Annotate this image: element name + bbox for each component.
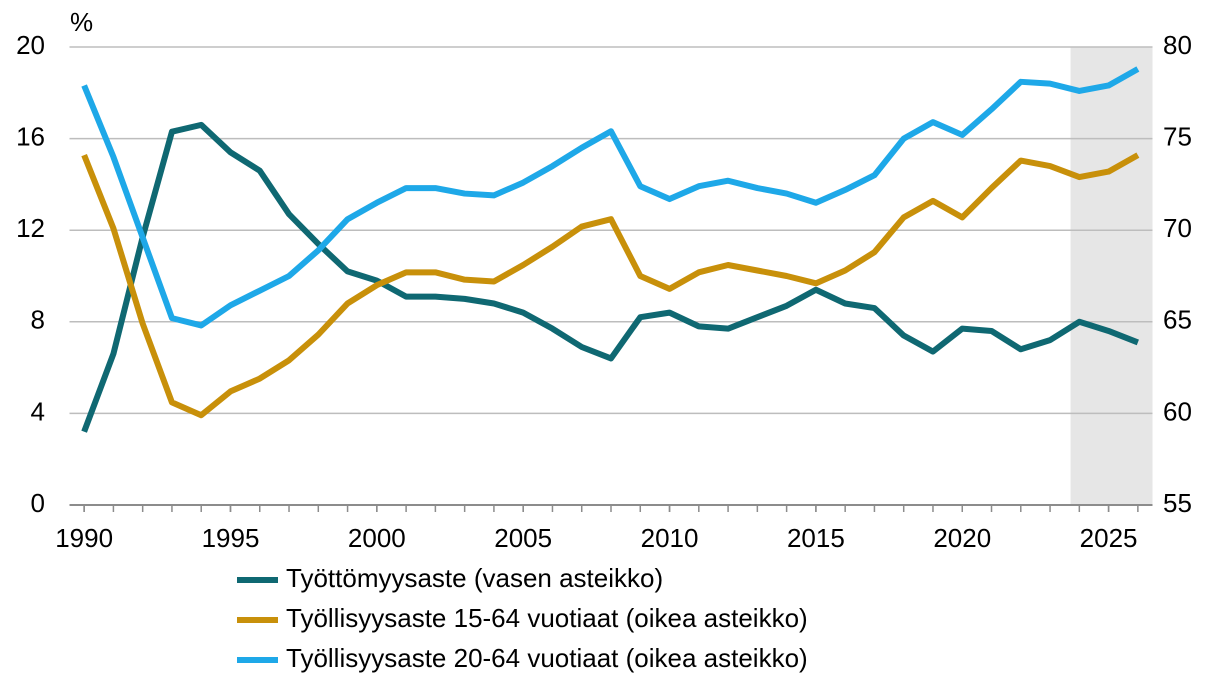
y-tick-label: 12 — [16, 213, 45, 243]
x-tick-label: 2000 — [348, 523, 406, 553]
x-tick-label: 1990 — [55, 523, 113, 553]
y2-tick-label: 80 — [1163, 30, 1192, 60]
legend-label: Työllisyysaste 15-64 vuotiaat (oikea ast… — [286, 603, 808, 633]
x-tick-label: 2010 — [641, 523, 699, 553]
x-tick-label: 2020 — [933, 523, 991, 553]
y2-tick-label: 75 — [1163, 121, 1192, 151]
y2-tick-label: 65 — [1163, 305, 1192, 335]
unit-label: % — [70, 7, 93, 37]
legend-label: Työttömyysaste (vasen asteikko) — [286, 563, 663, 593]
y-tick-label: 16 — [16, 121, 45, 151]
y2-tick-label: 55 — [1163, 488, 1192, 518]
x-tick-label: 2005 — [494, 523, 552, 553]
y-tick-label: 8 — [31, 305, 45, 335]
series-line — [81, 152, 1140, 419]
y2-tick-label: 60 — [1163, 396, 1192, 426]
series-line — [81, 66, 1140, 329]
y-tick-label: 20 — [16, 30, 45, 60]
x-tick-label: 1995 — [202, 523, 260, 553]
x-tick-label: 2025 — [1080, 523, 1138, 553]
y-tick-label: 4 — [31, 396, 45, 426]
x-tick-label: 2015 — [787, 523, 845, 553]
forecast-shade — [1070, 47, 1153, 505]
series-line — [81, 121, 1139, 433]
y-tick-label: 0 — [31, 488, 45, 518]
legend-label: Työllisyysaste 20-64 vuotiaat (oikea ast… — [286, 643, 808, 673]
y2-tick-label: 70 — [1163, 213, 1192, 243]
